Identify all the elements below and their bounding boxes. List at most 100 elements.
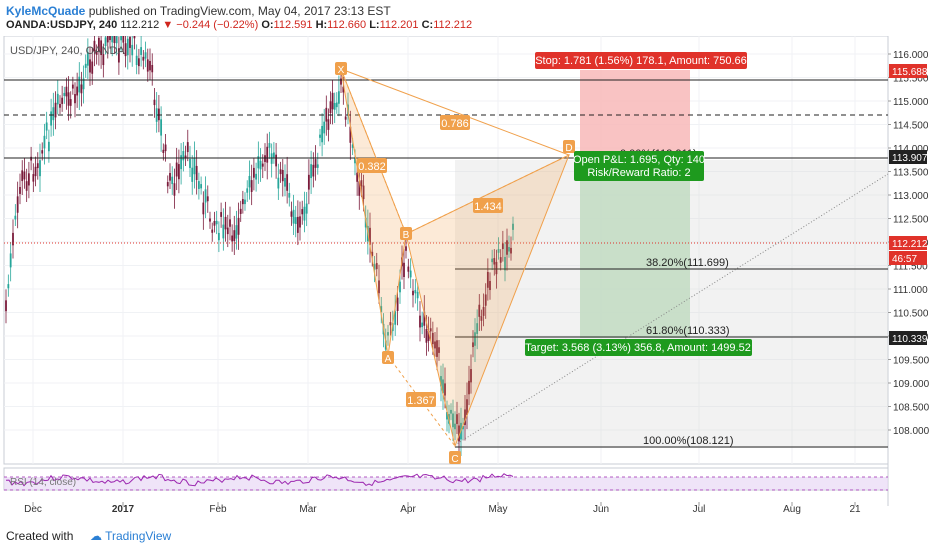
price-badge-text: 115.688 <box>892 67 928 78</box>
price-tick: 115.000 <box>893 97 929 108</box>
time-tick: 2017 <box>112 504 135 515</box>
candle-body <box>191 167 194 182</box>
pattern-xab-triangle[interactable] <box>340 68 407 357</box>
candle-body <box>89 59 91 73</box>
candle-body <box>423 311 426 326</box>
candle-body <box>74 94 76 104</box>
candle-body <box>371 251 374 256</box>
candle-body <box>237 217 240 235</box>
stop-label[interactable]: Stop: 1.781 (1.56%) 178.1, Amount: 750.6… <box>535 52 747 69</box>
publish-text: published on TradingView.com, May 04, 20… <box>88 4 391 18</box>
candle-body <box>431 332 434 345</box>
candle-body <box>440 376 442 387</box>
candle-body <box>362 185 365 200</box>
candle-body <box>241 199 244 205</box>
target-label[interactable]: Target: 3.568 (3.13%) 356.8, Amount: 149… <box>525 339 752 356</box>
candle-body <box>217 232 220 241</box>
candle-body <box>50 111 53 126</box>
price-chart[interactable]: 0.786 0.382 1.434 1.367 X A B C D USD/JPY, 240,… <box>0 36 932 522</box>
candle-body <box>54 102 57 118</box>
open-pnl-label[interactable]: Open P&L: 1.695, Qty: 140 Risk/Reward Ra… <box>573 151 705 181</box>
pattern-point-x[interactable]: X <box>335 62 347 76</box>
candle-body <box>351 144 354 148</box>
candle-body <box>504 256 506 271</box>
candle-body <box>25 181 28 191</box>
candle-body <box>319 134 321 138</box>
candle-body <box>97 37 100 52</box>
candle-body <box>233 230 236 242</box>
rsi-band <box>4 477 888 490</box>
candle-body <box>71 84 74 89</box>
fib-label-38: 38.20%(111.699) <box>646 257 729 269</box>
candle-body <box>340 78 342 85</box>
pattern-point-c[interactable]: C <box>449 451 461 465</box>
candle-body <box>264 155 266 162</box>
time-tick: Apr <box>400 504 416 515</box>
candle-body <box>389 322 392 326</box>
close-label: C: <box>421 19 434 31</box>
candle-body <box>12 232 14 246</box>
candle-body <box>52 107 55 121</box>
candle-body <box>396 297 399 312</box>
candle-body <box>115 36 118 44</box>
price-badge: 46:57 <box>889 251 927 265</box>
price-badge-text: 110.339 <box>892 334 928 345</box>
price-tick: 109.500 <box>893 356 930 367</box>
ratio-label[interactable]: 1.367 <box>406 392 436 407</box>
author-link[interactable]: KyleMcQuade <box>6 4 86 18</box>
candle-body <box>220 212 223 217</box>
candle-body <box>333 102 336 110</box>
candle-body <box>7 284 10 289</box>
price-tick: 114.500 <box>893 121 929 132</box>
price-tick: 113.000 <box>893 191 929 202</box>
candle-body <box>189 158 191 168</box>
candle-body <box>65 86 68 97</box>
pattern-point-labels: X A B C D <box>335 62 575 465</box>
candle-body <box>177 164 180 180</box>
candle-body <box>56 93 59 105</box>
price-tick: 112.500 <box>893 215 929 226</box>
candle-body <box>95 51 98 55</box>
candle-body <box>257 156 260 169</box>
candle-body <box>299 216 301 228</box>
ratio-label[interactable]: 0.382 <box>357 158 387 173</box>
ratio-label-text: 0.786 <box>441 118 469 130</box>
time-tick: May <box>489 504 508 515</box>
candle-body <box>102 54 105 66</box>
candle-body <box>39 160 41 177</box>
target-label-text: Target: 3.568 (3.13%) 356.8, Amount: 149… <box>525 342 751 354</box>
candle-body <box>266 146 269 163</box>
candle-body <box>294 217 297 225</box>
time-axis[interactable]: Dec 2017 Feb Mar Apr May Jun Jul Aug 21 <box>24 502 861 515</box>
pattern-point-b[interactable]: B <box>400 227 412 241</box>
candle-body <box>356 172 359 182</box>
ratio-label[interactable]: 0.786 <box>440 115 470 130</box>
candle-body <box>43 135 46 149</box>
candle-body <box>146 59 149 72</box>
pattern-point-a[interactable]: A <box>382 351 394 365</box>
candle-body <box>301 209 304 215</box>
trend-line[interactable] <box>454 173 889 446</box>
price-tick: 111.500 <box>893 262 928 273</box>
candle-body <box>444 383 446 396</box>
candle-body <box>493 258 496 265</box>
time-tick: Jul <box>693 504 706 515</box>
candle-body <box>239 208 242 214</box>
open-label: O: <box>261 19 274 31</box>
time-tick: Dec <box>24 504 42 515</box>
price-tick: 116.000 <box>893 50 929 61</box>
price-axis[interactable]: 116.000 115.500 115.000 114.500 114.000 113.5… <box>888 50 930 437</box>
candle-body <box>452 413 454 428</box>
candle-body <box>486 271 489 288</box>
candle-body <box>456 414 458 424</box>
symbol-label[interactable]: OANDA:USDJPY, 240 <box>6 19 118 31</box>
price-tick: 111.000 <box>893 285 928 296</box>
ratio-label[interactable]: 1.434 <box>473 198 503 213</box>
publish-header: KyleMcQuade published on TradingView.com… <box>0 0 932 36</box>
candle-body <box>405 246 407 251</box>
tradingview-logo[interactable]: ☁ TradingView <box>90 529 171 543</box>
candle-body <box>329 101 332 114</box>
candle-body <box>303 206 306 221</box>
pattern-point-d[interactable]: D <box>563 140 575 154</box>
candle-body <box>162 149 165 153</box>
